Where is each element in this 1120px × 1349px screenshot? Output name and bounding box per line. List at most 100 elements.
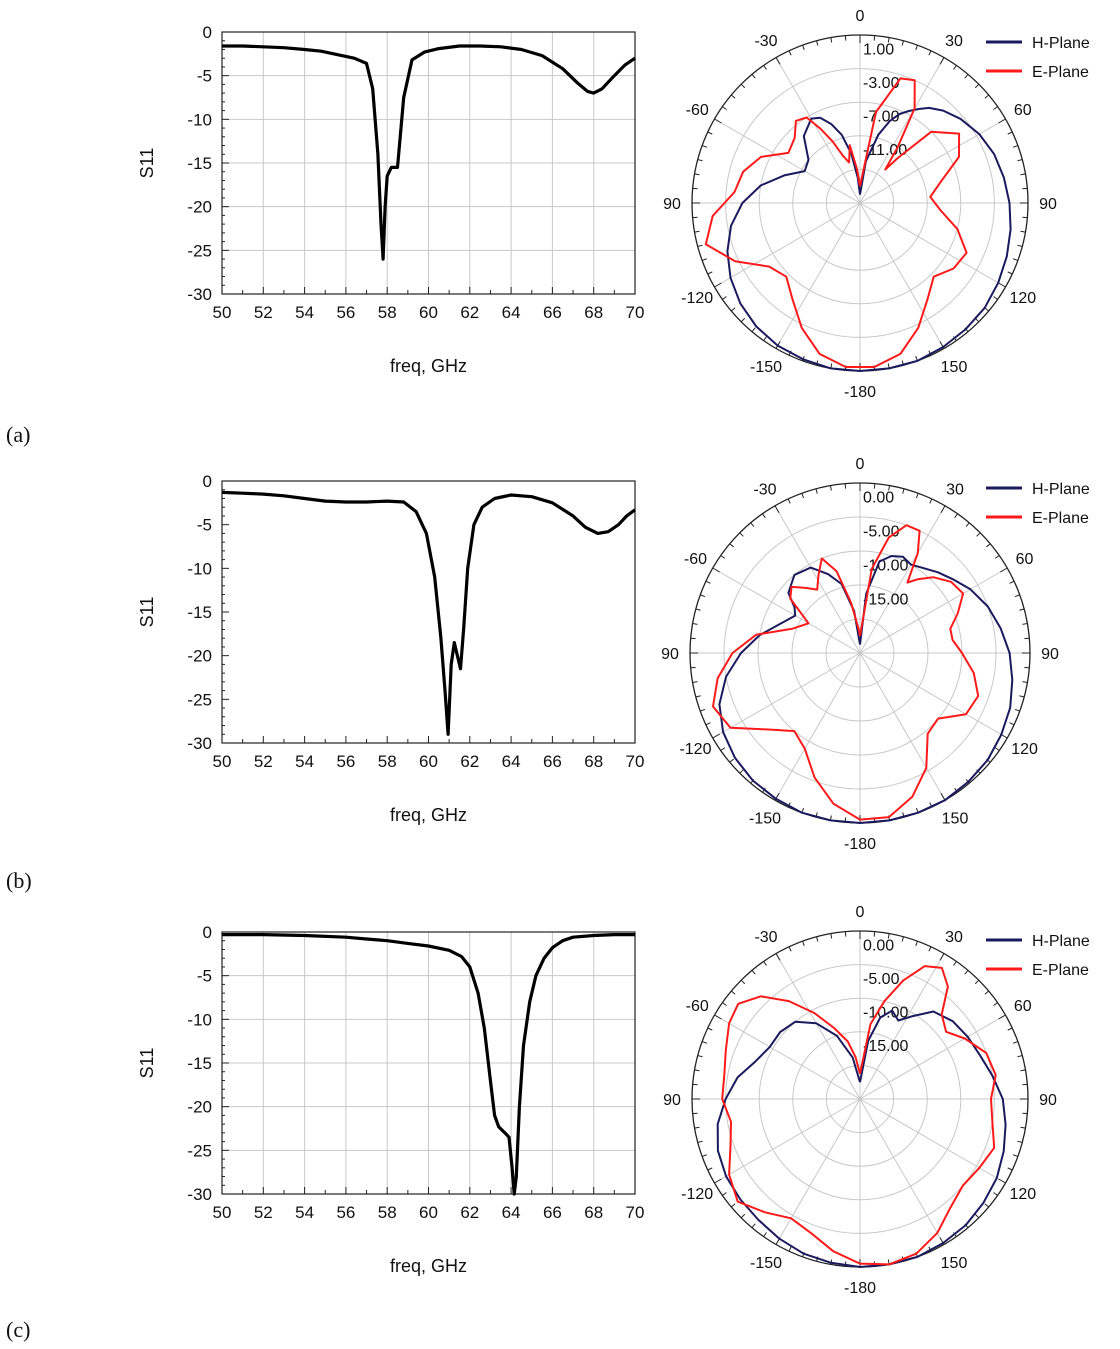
x-tick-label: 64	[502, 1203, 521, 1222]
x-tick-label: 50	[213, 1203, 232, 1222]
polar-tick-mark	[707, 1027, 713, 1031]
polar-tick-mark	[701, 1154, 708, 1157]
polar-tick-mark	[720, 747, 726, 751]
polar-angle-label: 120	[1009, 1186, 1036, 1203]
polar-tick-mark	[695, 695, 701, 698]
polar-spoke	[859, 118, 1006, 204]
polar-tick-mark	[740, 979, 746, 985]
polar-tick-mark	[705, 580, 711, 584]
polar-tick-mark	[929, 498, 933, 504]
x-tick-label: 68	[584, 752, 603, 771]
x-tick-label: 64	[502, 303, 521, 322]
x-tick-label: 54	[295, 303, 314, 322]
polar-tick-mark	[915, 44, 918, 51]
s11-series-line	[222, 932, 635, 1196]
legend: H-Plane E-Plane	[986, 35, 1090, 81]
polar-spoke	[859, 57, 945, 204]
polar-tick-mark	[739, 769, 744, 774]
polar-angle-label: 0	[856, 8, 865, 25]
polar-tick-mark	[762, 513, 766, 519]
polar-tick-mark	[802, 940, 805, 947]
y-tick-label: -5	[197, 67, 212, 86]
polar-tick-mark	[815, 488, 818, 494]
polar-angle-label: 120	[1011, 741, 1038, 758]
h-plane-series-line	[726, 106, 1012, 372]
polar-angle-label: 90	[663, 196, 681, 213]
polar-tick-mark	[714, 1178, 722, 1184]
polar-tick-mark	[730, 94, 736, 99]
polar-tick-mark	[998, 118, 1006, 124]
x-tick-label: 60	[419, 1203, 438, 1222]
polar-tick-mark	[994, 555, 1000, 559]
legend: H-Plane E-Plane	[986, 481, 1090, 527]
polar-angle-label: -30	[754, 33, 777, 50]
y-axis-label: S11	[137, 148, 157, 179]
polar-tick-mark	[730, 307, 736, 312]
polar-tick-mark	[1017, 244, 1023, 247]
polar-tick-mark	[953, 65, 957, 70]
legend-label: H-Plane	[1032, 933, 1090, 950]
polar-tick-mark	[928, 946, 932, 952]
polar-tick-mark	[692, 622, 698, 625]
polar-angle-label: 0	[856, 904, 865, 921]
polar-tick-mark	[974, 979, 980, 985]
polar-tick-mark	[984, 94, 990, 99]
polar-tick-mark	[694, 1069, 700, 1072]
polar-angle-label: 90	[663, 1092, 681, 1109]
x-tick-label: 56	[336, 1203, 355, 1222]
x-axis-label: freq, GHz	[390, 1256, 467, 1276]
polar-chart: 0 30 60 90 120 150 -180 -150 -120 90 -60 -30 0.00 -5.…	[663, 904, 1090, 1297]
polar-radial-label: -5.00	[863, 524, 900, 541]
polar-tick-mark	[700, 594, 706, 598]
polar-tick-mark	[774, 505, 780, 513]
polar-tick-mark	[1017, 159, 1023, 162]
polar-tick-mark	[722, 106, 727, 110]
y-tick-label: -25	[187, 690, 212, 709]
polar-tick-mark	[984, 990, 990, 995]
polar-tick-mark	[998, 282, 1006, 288]
polar-tick-mark	[928, 50, 932, 56]
polar-tick-mark	[1020, 1069, 1026, 1072]
polar-tick-mark	[965, 522, 970, 527]
polar-tick-mark	[763, 65, 767, 70]
x-tick-label: 70	[626, 303, 645, 322]
polar-tick-mark	[993, 1192, 998, 1196]
polar-tick-mark	[984, 1203, 990, 1208]
polar-tick-mark	[954, 513, 958, 519]
polar-tick-mark	[714, 118, 722, 124]
legend-label: H-Plane	[1032, 481, 1090, 498]
polar-tick-mark	[994, 747, 1000, 751]
polar-tick-mark	[915, 493, 919, 499]
polar-angle-label: -120	[679, 741, 711, 758]
polar-tick-mark	[901, 936, 904, 942]
polar-tick-mark	[964, 969, 969, 975]
polar-tick-mark	[1007, 1167, 1013, 1171]
legend: H-Plane E-Plane	[986, 933, 1090, 979]
polar-tick-mark	[701, 1041, 708, 1044]
polar-angle-label: 30	[946, 481, 964, 498]
polar-tick-mark	[953, 961, 957, 966]
polar-angle-label: -150	[749, 811, 781, 828]
polar-tick-mark	[1009, 722, 1015, 726]
polar-angle-label: 90	[1039, 1092, 1057, 1109]
polar-tick-mark	[788, 946, 792, 952]
s11-chart: 50 52 54 56 58 60 62 64 66 68 70 0 -5 -10 -15 -20 -25 -30…	[137, 23, 644, 376]
s11-chart: 50 52 54 56 58 60 62 64 66 68 70 0 -5 -10 -15 -20 -25 -30…	[137, 472, 644, 825]
polar-chart: 0 30 60 90 120 150 -180 -150 -120 90 -60 -30 0.00 -5.…	[661, 456, 1090, 853]
polar-tick-mark	[888, 485, 891, 491]
polar-radial-label: 0.00	[863, 490, 894, 507]
polar-angle-label: -120	[681, 1186, 713, 1203]
polar-tick-mark	[788, 50, 792, 56]
polar-tick-mark	[730, 990, 736, 995]
polar-tick-mark	[722, 296, 727, 300]
polar-tick-mark	[940, 505, 946, 513]
polar-tick-mark	[720, 555, 726, 559]
polar-radial-label: -5.00	[863, 971, 900, 988]
polar-radial-label: 0.00	[863, 937, 894, 954]
polar-spoke	[859, 1098, 945, 1245]
polar-tick-mark	[1019, 608, 1025, 611]
polar-spoke	[859, 505, 946, 654]
h-plane-series-line	[718, 555, 1014, 824]
x-tick-label: 56	[336, 303, 355, 322]
polar-tick-mark	[1014, 594, 1020, 598]
